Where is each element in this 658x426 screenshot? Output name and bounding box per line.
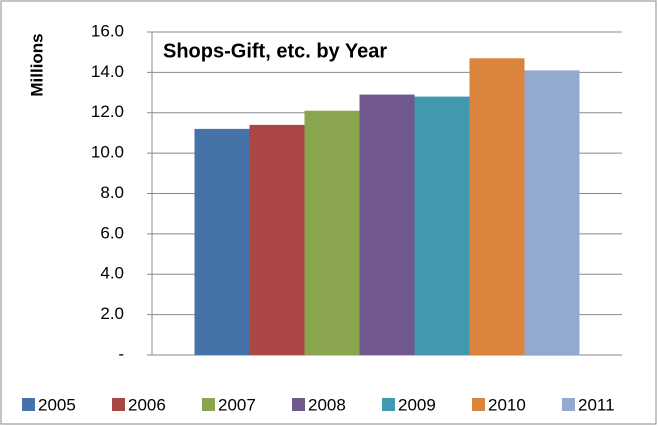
legend-label: 2005 bbox=[38, 395, 76, 414]
bar bbox=[249, 124, 305, 355]
y-tick-label: 12.0 bbox=[91, 102, 124, 121]
y-tick-label: 8.0 bbox=[100, 183, 124, 202]
legend-label: 2008 bbox=[308, 395, 346, 414]
legend-label: 2011 bbox=[578, 395, 615, 414]
legend-swatch bbox=[562, 398, 575, 411]
legend-label: 2010 bbox=[488, 395, 526, 414]
bar bbox=[194, 128, 250, 355]
bar bbox=[414, 96, 470, 355]
y-tick-label: 10.0 bbox=[91, 143, 124, 162]
y-axis-label: Millions bbox=[27, 33, 46, 96]
legend-label: 2006 bbox=[128, 395, 166, 414]
legend-swatch bbox=[202, 398, 215, 411]
bar bbox=[359, 94, 415, 356]
y-tick-label: 4.0 bbox=[100, 264, 124, 283]
y-tick-label: 16.0 bbox=[91, 21, 124, 40]
y-tick-label: 14.0 bbox=[91, 62, 124, 81]
y-tick-label: - bbox=[118, 344, 124, 363]
legend-label: 2009 bbox=[398, 395, 436, 414]
bar bbox=[469, 58, 525, 356]
chart-title: Shops-Gift, etc. by Year bbox=[163, 40, 387, 62]
legend-swatch bbox=[472, 398, 485, 411]
bar bbox=[524, 70, 580, 355]
y-tick-label: 2.0 bbox=[100, 304, 124, 323]
legend-swatch bbox=[112, 398, 125, 411]
legend-swatch bbox=[382, 398, 395, 411]
legend-swatch bbox=[292, 398, 305, 411]
legend-label: 2007 bbox=[218, 395, 256, 414]
legend-swatch bbox=[22, 398, 35, 411]
y-tick-label: 6.0 bbox=[100, 223, 124, 242]
bar bbox=[304, 110, 360, 355]
